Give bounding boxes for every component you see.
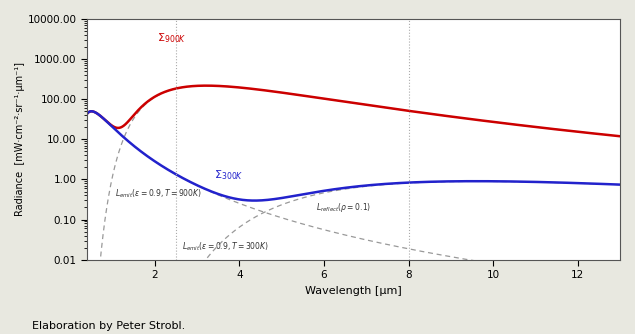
Y-axis label: Radiance  [mW·cm⁻²·sr⁻¹·μm⁻¹]: Radiance [mW·cm⁻²·sr⁻¹·μm⁻¹]	[15, 62, 25, 216]
Text: Elaboration by Peter Strobl.: Elaboration by Peter Strobl.	[32, 321, 185, 331]
Text: $\Sigma_{300K}$: $\Sigma_{300K}$	[214, 169, 244, 182]
Text: $\Sigma_{900K}$: $\Sigma_{900K}$	[157, 31, 187, 45]
Text: $L_{reflect}(\rho=0.1)$: $L_{reflect}(\rho=0.1)$	[316, 201, 371, 214]
X-axis label: Wavelength [μm]: Wavelength [μm]	[305, 286, 402, 296]
Text: $L_{emit}(\varepsilon=0.9,T=900K)$: $L_{emit}(\varepsilon=0.9,T=900K)$	[115, 187, 202, 200]
Text: $L_{emit}(\varepsilon=0.9,T=300K)$: $L_{emit}(\varepsilon=0.9,T=300K)$	[182, 240, 269, 253]
